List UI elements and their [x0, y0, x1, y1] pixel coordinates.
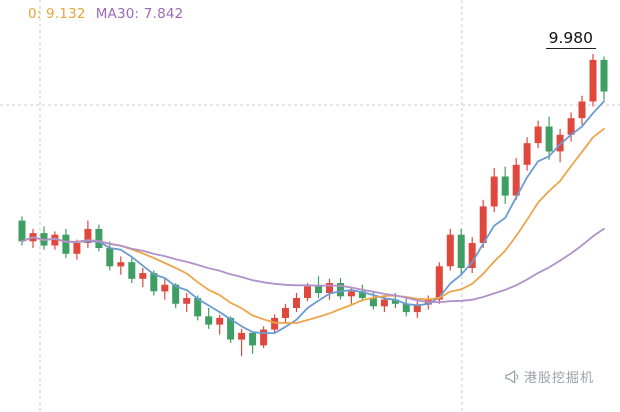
indicator-ma10-value: 0: 9.132 [28, 6, 86, 22]
watermark: 港股挖掘机 [504, 367, 594, 386]
indicator-bar: 0: 9.132 MA30: 7.842 [28, 6, 183, 22]
watermark-text: 港股挖掘机 [523, 371, 594, 386]
megaphone-icon [504, 369, 519, 384]
indicator-ma30-value: MA30: 7.842 [95, 6, 184, 22]
latest-price-label: 9.980 [545, 29, 596, 49]
